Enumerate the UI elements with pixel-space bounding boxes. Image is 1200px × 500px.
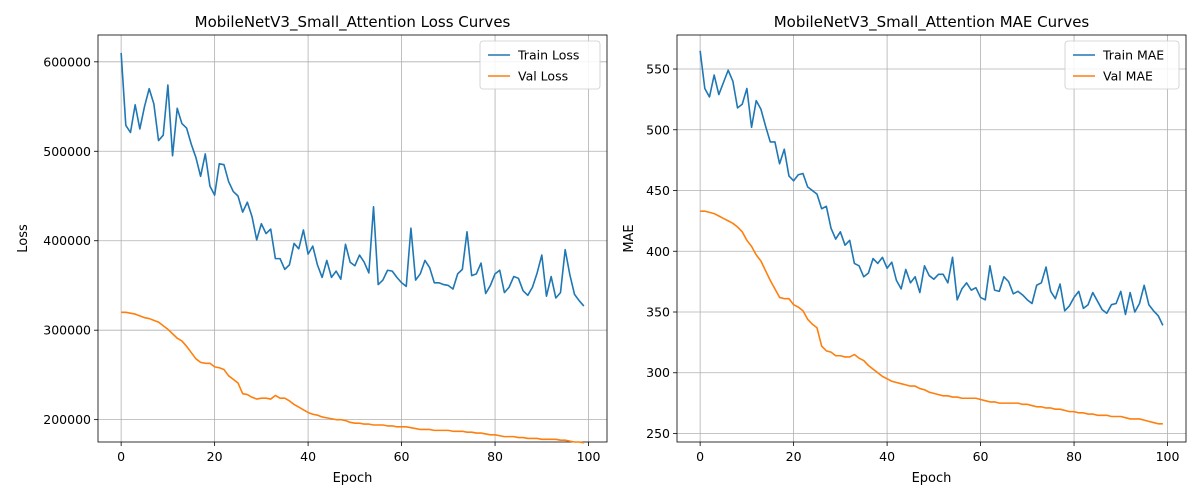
mae-legend: Train MAE Val MAE <box>1064 40 1180 90</box>
mae-plot-frame <box>676 34 1187 443</box>
loss-chart-title: MobileNetV3_Small_Attention Loss Curves <box>195 13 511 32</box>
mae-legend-label: Val MAE <box>1103 69 1153 84</box>
loss-x-axis-label: Epoch <box>333 471 373 486</box>
mae-x-tick-label: 20 <box>786 449 802 464</box>
val-mae-line <box>700 210 1163 425</box>
loss-y-ticks: 200000 300000 400000 500000 600000 <box>43 54 98 427</box>
loss-y-tick-label: 300000 <box>43 323 91 338</box>
mae-y-ticks: 250 300 350 400 450 500 550 <box>646 62 677 441</box>
mae-chart-title: MobileNetV3_Small_Attention MAE Curves <box>774 13 1090 32</box>
mae-x-tick-label: 60 <box>973 449 989 464</box>
mae-x-tick-label: 0 <box>696 449 704 464</box>
mae-y-tick-label: 550 <box>646 62 670 77</box>
loss-x-tick-label: 80 <box>487 449 503 464</box>
mae-lines <box>699 50 1164 425</box>
loss-y-tick-label: 200000 <box>43 412 91 427</box>
loss-y-tick-label: 500000 <box>43 144 91 159</box>
loss-y-tick-label: 600000 <box>43 54 91 69</box>
mae-x-ticks: 0 20 40 60 80 100 <box>696 442 1180 464</box>
loss-x-tick-label: 0 <box>117 449 125 464</box>
loss-legend-label: Val Loss <box>518 69 568 84</box>
mae-x-axis-label: Epoch <box>912 471 952 486</box>
mae-grid <box>677 35 1186 442</box>
loss-legend: Train Loss Val Loss <box>479 40 601 90</box>
val-loss-line <box>121 311 585 444</box>
loss-x-ticks: 0 20 40 60 80 100 <box>117 442 601 464</box>
train-loss-line <box>120 52 585 307</box>
loss-y-tick-label: 400000 <box>43 233 91 248</box>
mae-x-tick-label: 100 <box>1156 449 1180 464</box>
mae-y-tick-label: 500 <box>646 122 670 137</box>
mae-chart: 0 20 40 60 80 100 250 300 350 400 450 500 550 Mobil… <box>622 13 1187 486</box>
mae-y-tick-label: 400 <box>646 244 670 259</box>
loss-legend-label: Train Loss <box>517 48 579 63</box>
loss-y-axis-label: Loss <box>16 224 31 253</box>
mae-y-axis-label: MAE <box>622 224 637 252</box>
train-mae-line <box>699 50 1164 326</box>
mae-y-tick-label: 350 <box>646 305 670 320</box>
mae-x-tick-label: 80 <box>1066 449 1082 464</box>
loss-x-tick-label: 60 <box>394 449 410 464</box>
loss-x-tick-label: 20 <box>207 449 223 464</box>
loss-legend-box <box>479 40 601 90</box>
mae-y-tick-label: 250 <box>646 426 670 441</box>
loss-x-tick-label: 40 <box>300 449 316 464</box>
loss-x-tick-label: 100 <box>577 449 601 464</box>
mae-legend-box <box>1064 40 1180 90</box>
loss-plot-frame <box>97 34 608 443</box>
loss-lines <box>120 52 585 444</box>
mae-y-tick-label: 300 <box>646 365 670 380</box>
mae-x-tick-label: 40 <box>879 449 895 464</box>
mae-legend-label: Train MAE <box>1102 48 1164 63</box>
mae-y-tick-label: 450 <box>646 183 670 198</box>
loss-chart: 0 20 40 60 80 100 200000 300000 400000 500000 600… <box>16 13 608 486</box>
